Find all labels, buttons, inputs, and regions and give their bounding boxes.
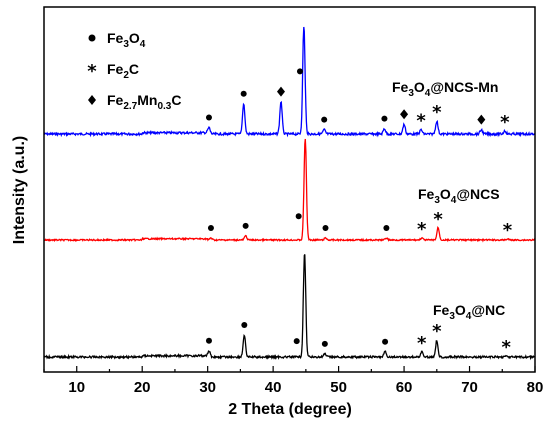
peak-marker-circle: [321, 340, 328, 347]
legend-entry-2: * Fe2C: [87, 61, 139, 82]
legend-label: Fe2.7Mn0.3C: [107, 92, 182, 112]
peak-marker-star: *: [433, 209, 443, 230]
series-1: * * *Fe3O4@NCS-Mn: [43, 26, 536, 138]
series-label: Fe3O4@NCS: [418, 186, 500, 206]
peak-marker-star: *: [432, 102, 442, 123]
peak-marker-circle: [241, 321, 248, 328]
peak-marker-star: *: [500, 112, 510, 133]
x-tick-label: 50: [330, 379, 347, 396]
x-axis-label: 2 Theta (degree): [228, 401, 352, 418]
series-label: Fe3O4@NCS-Mn: [392, 79, 498, 99]
plot-area: * * *Fe3O4@NCS-Mn* **Fe3O4@NCS***Fe3O4@NC: [43, 26, 536, 361]
peak-marker-diamond: [477, 114, 486, 125]
x-tick-label: 60: [396, 379, 413, 396]
x-tick-label: 10: [68, 379, 85, 396]
legend-label: Fe2C: [107, 61, 139, 81]
peak-marker-circle: [381, 115, 388, 122]
legend-entry-1: Fe3O4: [88, 30, 146, 50]
peak-marker-circle: [321, 116, 328, 123]
peak-marker-circle: [296, 68, 303, 75]
y-axis-label: Intensity (a.u.): [11, 136, 28, 244]
series-line: [43, 138, 536, 243]
peak-marker-star: *: [503, 220, 513, 241]
peak-marker-circle: [205, 114, 212, 121]
legend-diamond-icon: [88, 95, 96, 105]
x-tick-label: 20: [134, 379, 151, 396]
peak-marker-circle: [205, 337, 212, 344]
peak-marker-star: *: [416, 111, 426, 132]
legend-entry-3: Fe2.7Mn0.3C: [88, 92, 182, 112]
legend-circle-icon: [88, 34, 96, 42]
series-label: Fe3O4@NC: [433, 302, 505, 322]
peak-marker-circle: [382, 338, 389, 345]
peak-marker-circle: [293, 338, 300, 345]
legend: Fe3O4 * Fe2C Fe2.7Mn0.3C: [87, 30, 181, 112]
peak-marker-circle: [383, 224, 390, 231]
x-tick-label: 80: [527, 379, 544, 396]
series-line: [43, 26, 536, 138]
peak-marker-star: *: [417, 219, 427, 240]
series-3: ***Fe3O4@NC: [43, 254, 535, 361]
peak-marker-star: *: [432, 321, 442, 342]
series-line: [43, 254, 535, 361]
peak-marker-diamond: [400, 109, 409, 120]
x-axis: 10 20 30 40 50 60 70 80: [43, 366, 544, 396]
legend-star-icon: *: [87, 61, 97, 82]
peak-marker-star: *: [501, 337, 511, 358]
peak-marker-circle: [322, 224, 329, 231]
peak-marker-circle: [207, 224, 214, 231]
peak-marker-star: *: [417, 333, 427, 354]
peak-marker-circle: [242, 222, 249, 229]
x-tick-label: 70: [461, 379, 478, 396]
legend-label: Fe3O4: [107, 30, 146, 50]
series-2: * **Fe3O4@NCS: [43, 138, 536, 243]
peak-marker-diamond: [276, 86, 285, 97]
peak-marker-circle: [295, 213, 302, 220]
x-tick-label: 30: [199, 379, 216, 396]
x-tick-label: 40: [265, 379, 282, 396]
plot-frame: [43, 6, 536, 373]
peak-marker-circle: [240, 90, 247, 97]
